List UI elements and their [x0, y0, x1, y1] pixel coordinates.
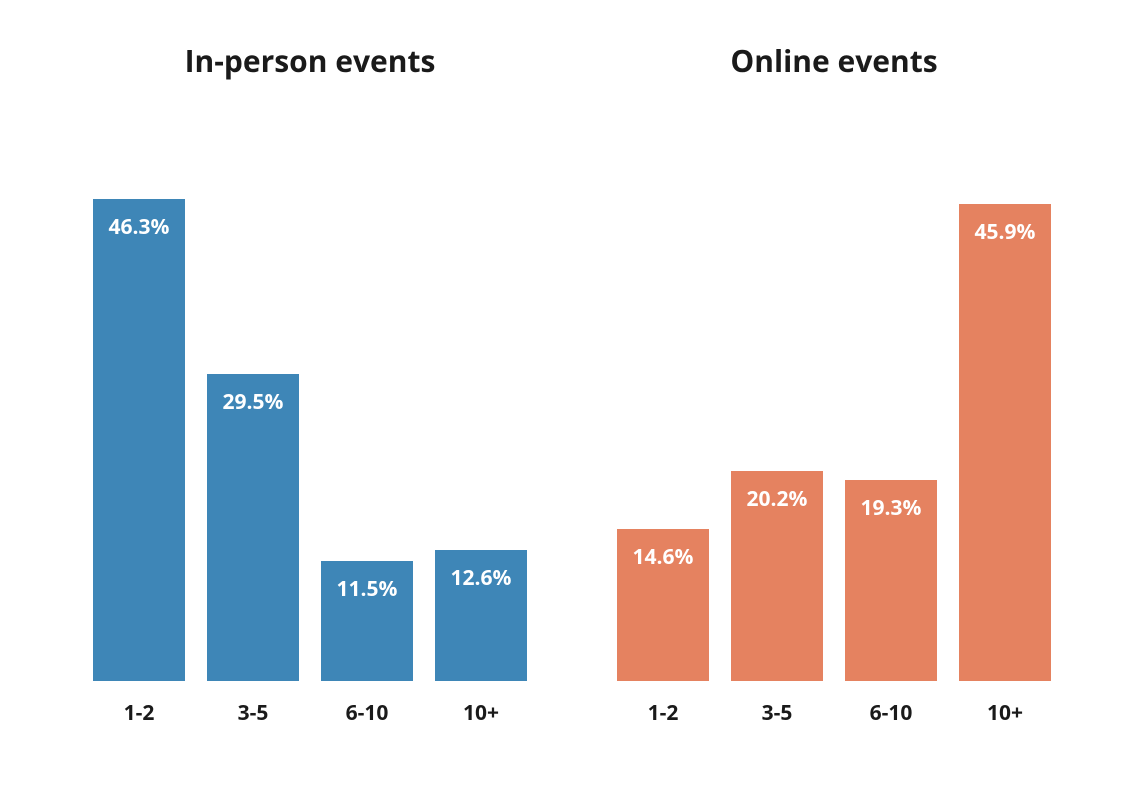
category-label: 6-10 — [870, 699, 913, 727]
panel-online: Online events 14.6% 1-2 20.2% 3-5 19.3% … — [617, 40, 1051, 681]
bar-slot: 11.5% 6-10 — [321, 561, 413, 681]
panel-title: In-person events — [185, 40, 436, 81]
bar-value: 46.3% — [109, 213, 170, 241]
bar-value: 20.2% — [747, 485, 808, 513]
bar-slot: 46.3% 1-2 — [93, 199, 185, 681]
bar-slot: 29.5% 3-5 — [207, 374, 299, 681]
bars-group: 14.6% 1-2 20.2% 3-5 19.3% 6-10 45.9% — [617, 161, 1051, 681]
category-label: 6-10 — [346, 699, 389, 727]
panel-title: Online events — [730, 40, 937, 81]
bar-value: 29.5% — [223, 388, 284, 416]
category-label: 10+ — [463, 699, 499, 727]
bar: 20.2% — [731, 471, 823, 681]
bar-value: 12.6% — [451, 564, 512, 592]
bar: 12.6% — [435, 550, 527, 681]
bar: 11.5% — [321, 561, 413, 681]
bars-group: 46.3% 1-2 29.5% 3-5 11.5% 6-10 12.6% — [93, 161, 527, 681]
category-label: 1-2 — [648, 699, 679, 727]
category-label: 3-5 — [762, 699, 793, 727]
bar-value: 14.6% — [633, 543, 694, 571]
bar-slot: 19.3% 6-10 — [845, 480, 937, 681]
category-label: 3-5 — [238, 699, 269, 727]
bar: 45.9% — [959, 204, 1051, 681]
bar-value: 19.3% — [861, 494, 922, 522]
bar-value: 45.9% — [975, 218, 1036, 246]
bar: 29.5% — [207, 374, 299, 681]
panel-in-person: In-person events 46.3% 1-2 29.5% 3-5 11.… — [93, 40, 527, 681]
bar: 19.3% — [845, 480, 937, 681]
bar: 46.3% — [93, 199, 185, 681]
bar: 14.6% — [617, 529, 709, 681]
charts-container: In-person events 46.3% 1-2 29.5% 3-5 11.… — [0, 0, 1144, 681]
bar-slot: 12.6% 10+ — [435, 550, 527, 681]
bar-slot: 14.6% 1-2 — [617, 529, 709, 681]
category-label: 1-2 — [124, 699, 155, 727]
bar-value: 11.5% — [337, 575, 398, 603]
bar-slot: 45.9% 10+ — [959, 204, 1051, 681]
bar-slot: 20.2% 3-5 — [731, 471, 823, 681]
category-label: 10+ — [987, 699, 1023, 727]
